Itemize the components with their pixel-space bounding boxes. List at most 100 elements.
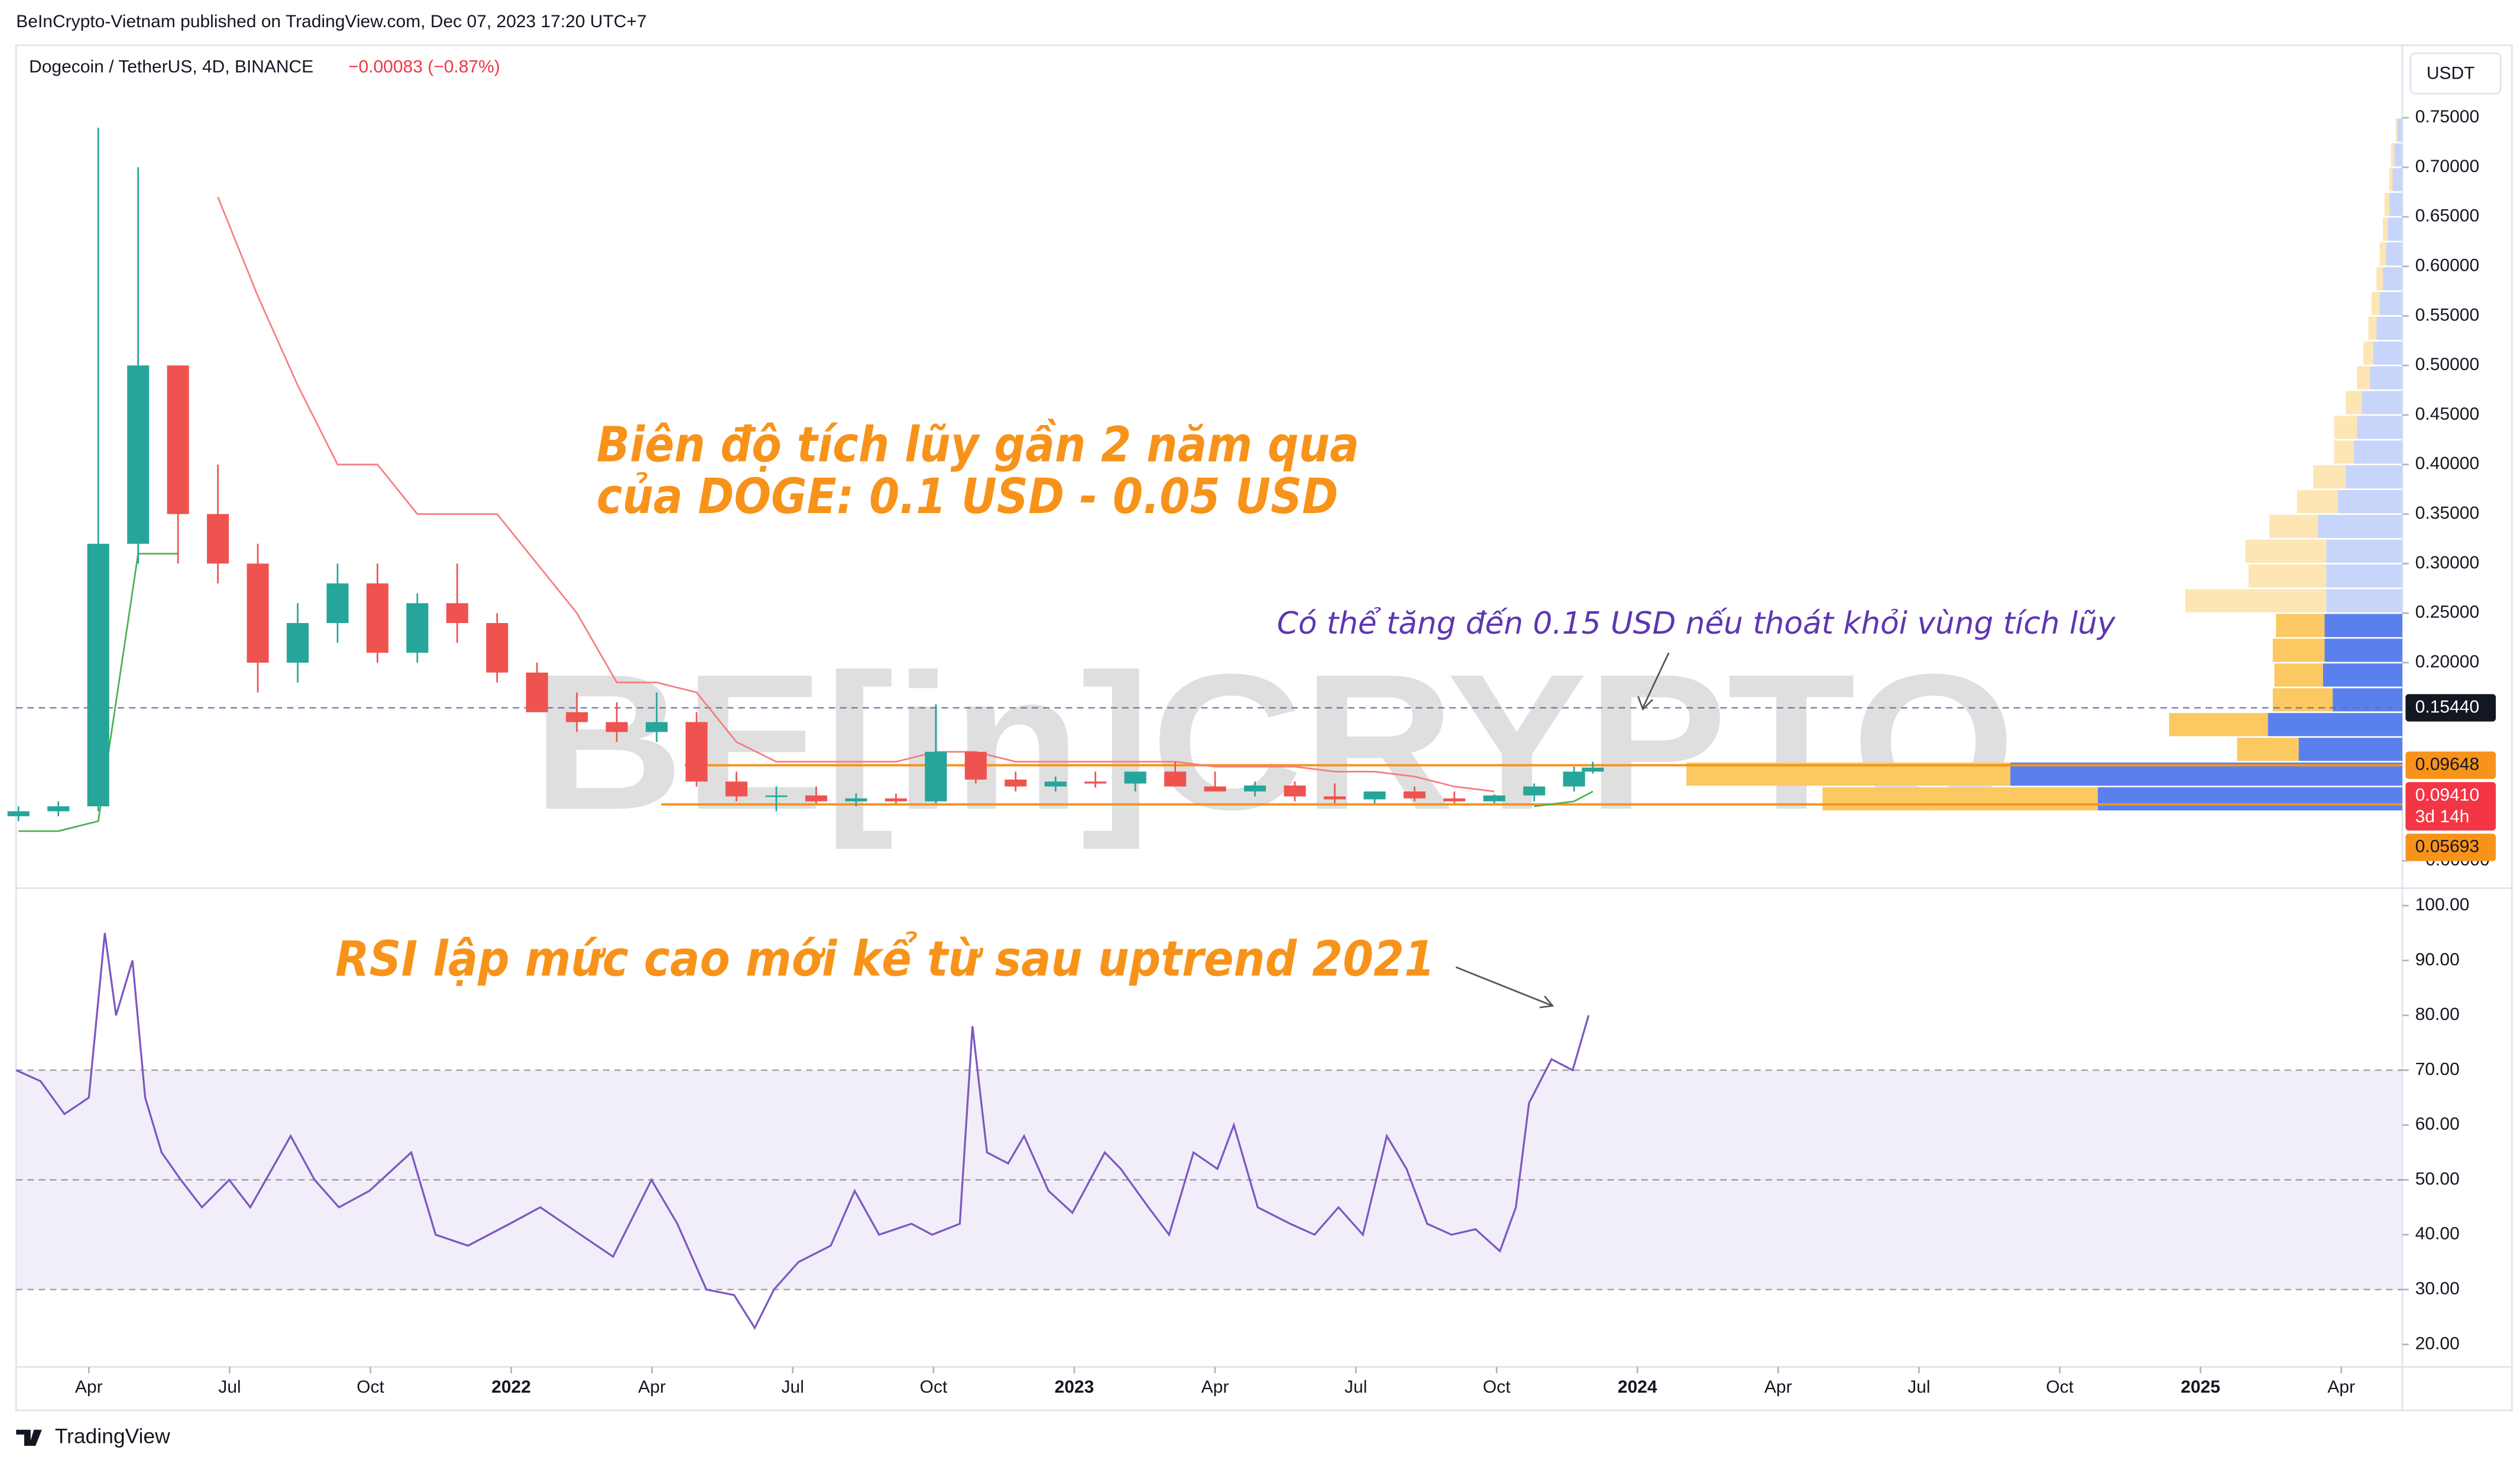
candle-body [1363, 791, 1386, 800]
candle-body [925, 751, 947, 802]
y-tick-label: 0.25000 [2415, 602, 2479, 622]
y-tick-label: 0.75000 [2415, 107, 2479, 126]
candle-body [964, 751, 987, 780]
volume-up [2362, 391, 2402, 414]
volume-up [2337, 490, 2402, 514]
candle-body [646, 722, 668, 732]
volume-down [2391, 143, 2395, 167]
y-tick-label: 0.65000 [2415, 206, 2479, 226]
candle-body [206, 514, 229, 564]
currency[interactable]: USDT [2427, 63, 2475, 83]
candle-body [566, 712, 588, 722]
volume-down [2274, 663, 2323, 687]
watermark: BE[in]CRYPTO [532, 634, 2016, 851]
candle-body [1204, 786, 1226, 791]
y-tick-label: 0.40000 [2415, 454, 2479, 473]
candle-body [845, 798, 867, 802]
y-tick-label: 0.35000 [2415, 504, 2479, 523]
volume-up [2376, 316, 2402, 340]
volume-up [2392, 168, 2402, 192]
price-marker [2405, 833, 2496, 861]
volume-down [2334, 440, 2354, 464]
candle-body [1523, 786, 1546, 796]
arrow [1642, 652, 1670, 708]
volume-down [2357, 366, 2370, 390]
arrow-head [1539, 995, 1554, 1008]
volume-down [2313, 465, 2346, 489]
candle-body [1164, 771, 1187, 787]
candle-body [1284, 785, 1306, 797]
volume-down [2272, 638, 2325, 662]
candle-body [1084, 781, 1107, 784]
x-tick-label: 2022 [491, 1377, 531, 1397]
candle-body [1124, 771, 1146, 784]
currency-box[interactable] [2409, 52, 2502, 95]
candle-body [47, 806, 70, 812]
volume-up [2010, 762, 2402, 786]
y-tick-label: 0.45000 [2415, 404, 2479, 424]
price-marker-label: 0.05693 [2415, 837, 2479, 857]
volume-down [2296, 490, 2338, 514]
price-marker [2405, 782, 2496, 831]
volume-down [2379, 242, 2386, 266]
volume-down [2395, 118, 2398, 142]
volume-down [2169, 713, 2268, 737]
volume-up [2383, 267, 2402, 291]
candle-body [765, 795, 788, 797]
volume-down [2334, 416, 2357, 439]
volume-down [2346, 391, 2362, 414]
volume-down [1822, 787, 2098, 811]
volume-up [2397, 118, 2402, 142]
y-tick-label: 0.50000 [2415, 355, 2479, 374]
volume-up [2389, 193, 2402, 216]
volume-down [2368, 316, 2377, 340]
logo-mark [16, 1429, 42, 1446]
published-line: BeInCrypto-Vietnam published on TradingV… [16, 12, 646, 31]
volume-down [2185, 589, 2327, 612]
price-marker [2405, 751, 2496, 779]
resistance-stop [217, 196, 1495, 793]
x-tick-label: Apr [1764, 1377, 1792, 1397]
y-tick-label: 0.70000 [2415, 157, 2479, 176]
y-tick-label: 50.00 [2415, 1169, 2460, 1189]
volume-down [2384, 193, 2390, 216]
annotation-layer: Biên độ tích lũy gần 2 năm qua của DOGE:… [335, 417, 2116, 1008]
candle-body [1044, 781, 1067, 787]
candle-body [805, 795, 827, 802]
candle-body [486, 622, 508, 673]
candle-body [1563, 771, 1585, 787]
y-tick-label: 100.00 [2415, 895, 2470, 914]
x-tick-label: Jul [1345, 1377, 1367, 1397]
volume-up [2268, 713, 2402, 737]
volume-down [2389, 168, 2393, 192]
candle-body [1243, 785, 1267, 791]
volume-up [2326, 564, 2402, 588]
x-tick-label: 2023 [1055, 1377, 1094, 1397]
arrow [1455, 966, 1553, 1007]
rsi-line [15, 933, 1590, 1330]
candle-body [286, 622, 309, 663]
x-tick-label: Apr [638, 1377, 666, 1397]
volume-up [2370, 366, 2402, 390]
volume-up [2394, 143, 2402, 167]
y-tick-label: 70.00 [2415, 1059, 2460, 1079]
volume-up [2298, 738, 2402, 761]
candle-body [326, 583, 349, 623]
candle-body [167, 365, 189, 514]
y-tick-label: 40.00 [2415, 1224, 2460, 1244]
x-tick-label: 2025 [2181, 1377, 2220, 1397]
y-tick-label: 80.00 [2415, 1005, 2460, 1024]
y-tick-label: 0.60000 [2415, 256, 2479, 275]
candle-body [446, 603, 468, 623]
volume-down [1686, 762, 2011, 786]
volume-up [2386, 242, 2402, 266]
price-marker-label: 0.09410 [2415, 785, 2479, 805]
x-tick-label: 2024 [1618, 1377, 1657, 1397]
support-stop [18, 553, 1593, 832]
volume-up [2097, 787, 2402, 811]
price-marker-label: 0.15440 [2415, 697, 2479, 716]
candle-body [685, 722, 708, 782]
candle-body [406, 603, 429, 653]
x-tick-label: Jul [218, 1377, 241, 1397]
